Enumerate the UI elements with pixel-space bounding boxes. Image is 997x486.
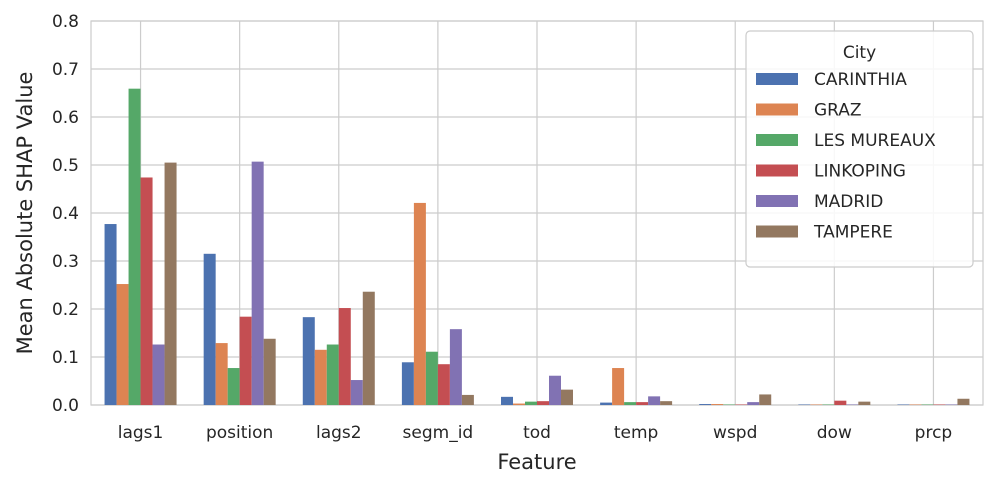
legend-title: City bbox=[843, 43, 876, 63]
bar bbox=[525, 401, 537, 405]
legend-swatch bbox=[756, 103, 798, 116]
x-tick-label: dow bbox=[817, 423, 852, 443]
bar bbox=[203, 253, 216, 405]
y-axis-title: Mean Absolute SHAP Value bbox=[13, 72, 37, 355]
bar bbox=[314, 349, 327, 405]
bar bbox=[116, 284, 129, 405]
x-tick-label: position bbox=[206, 423, 273, 443]
bar bbox=[215, 343, 228, 405]
bar bbox=[338, 308, 351, 405]
y-tick-label: 0.4 bbox=[52, 204, 79, 224]
bar bbox=[251, 161, 264, 405]
bar bbox=[104, 224, 117, 405]
legend-swatch bbox=[756, 164, 798, 177]
bar bbox=[858, 401, 871, 405]
bar bbox=[513, 403, 525, 405]
y-tick-label: 0.0 bbox=[52, 396, 79, 416]
bar bbox=[164, 162, 177, 405]
y-tick-label: 0.3 bbox=[52, 252, 79, 272]
x-axis-title: Feature bbox=[497, 450, 576, 474]
bar bbox=[302, 317, 315, 405]
y-tick-label: 0.2 bbox=[52, 300, 79, 320]
y-tick-label: 0.1 bbox=[52, 348, 79, 368]
bar bbox=[140, 177, 153, 405]
x-tick-label: segm_id bbox=[403, 423, 474, 443]
legend-label: LINKOPING bbox=[814, 162, 906, 182]
bar bbox=[636, 402, 649, 405]
legend-label: GRAZ bbox=[814, 101, 862, 121]
bar bbox=[401, 362, 414, 405]
bar bbox=[537, 401, 549, 405]
bar bbox=[413, 202, 426, 405]
bar bbox=[549, 375, 561, 405]
legend-swatch bbox=[756, 225, 798, 238]
y-tick-label: 0.8 bbox=[52, 12, 79, 32]
bar bbox=[957, 398, 970, 405]
legend-label: CARINTHIA bbox=[814, 70, 907, 90]
legend-box bbox=[745, 30, 974, 268]
bar bbox=[449, 329, 462, 405]
bar bbox=[660, 401, 673, 405]
bar bbox=[227, 368, 240, 405]
bar bbox=[561, 389, 573, 405]
bar bbox=[437, 364, 450, 405]
bar bbox=[624, 402, 637, 405]
bar bbox=[759, 394, 772, 405]
bar bbox=[152, 344, 165, 405]
y-tick-labels: 0.0 0.1 0.2 0.3 0.4 0.5 0.6 0.7 0.8 bbox=[52, 12, 79, 416]
bar bbox=[699, 404, 712, 405]
legend-label: TAMPERE bbox=[813, 223, 893, 243]
legend-swatch bbox=[756, 195, 798, 207]
bar bbox=[461, 394, 474, 405]
x-tick-label: tod bbox=[523, 423, 551, 443]
bars-group bbox=[104, 88, 970, 406]
legend-label: MADRID bbox=[814, 192, 883, 212]
bar bbox=[612, 368, 625, 405]
bar bbox=[600, 402, 613, 405]
bar bbox=[263, 338, 276, 405]
bar bbox=[648, 396, 661, 405]
y-tick-label: 0.7 bbox=[52, 60, 79, 80]
x-tick-label: temp bbox=[614, 423, 658, 443]
x-tick-labels: lags1 position lags2 segm_id tod temp wspd dow p… bbox=[118, 423, 952, 443]
bar bbox=[834, 400, 847, 405]
x-tick-label: prcp bbox=[915, 423, 953, 443]
bar bbox=[425, 351, 438, 405]
x-tick-label: lags2 bbox=[316, 423, 362, 443]
bar bbox=[711, 404, 724, 405]
bar bbox=[350, 380, 363, 405]
legend-swatch bbox=[756, 134, 798, 146]
legend-swatch bbox=[756, 73, 798, 85]
bar bbox=[501, 396, 513, 405]
bar bbox=[747, 402, 760, 405]
legend: City CARINTHIA GRAZ LES MUREAUX LINKOPING MAD… bbox=[745, 30, 974, 268]
x-tick-label: wspd bbox=[713, 423, 757, 443]
bar bbox=[362, 291, 375, 405]
bar bbox=[128, 88, 141, 406]
y-tick-label: 0.5 bbox=[52, 156, 79, 176]
legend-label: LES MUREAUX bbox=[814, 131, 936, 151]
y-tick-label: 0.6 bbox=[52, 108, 79, 128]
x-tick-label: lags1 bbox=[118, 423, 164, 443]
bar bbox=[326, 344, 339, 405]
bar bbox=[239, 316, 252, 405]
